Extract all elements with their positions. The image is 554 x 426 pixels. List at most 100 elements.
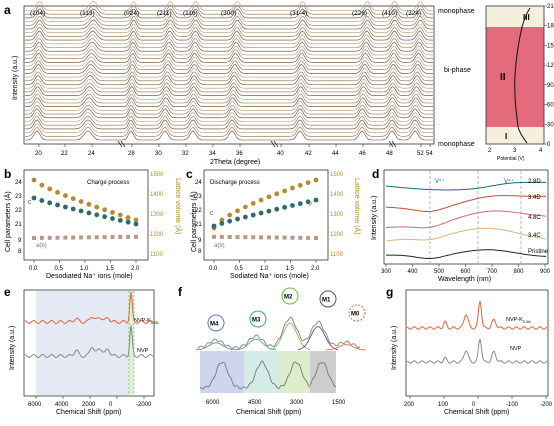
tick-label: 0.5 bbox=[55, 266, 64, 272]
xrd-trace bbox=[25, 86, 433, 96]
tick-label: 180 bbox=[547, 24, 554, 30]
panel-c-y2label: Lattice volume (Å) bbox=[353, 178, 362, 234]
tick-label: 21 bbox=[195, 222, 202, 228]
phase-label-top: monophase bbox=[438, 8, 475, 15]
panel-b-marks bbox=[31, 177, 139, 240]
peak-label: (300) bbox=[221, 10, 236, 17]
panel-a-ylabel: Intensity (a.u.) bbox=[12, 56, 19, 100]
volume-point bbox=[102, 207, 108, 213]
ab-point bbox=[134, 234, 138, 239]
panel-d-traces: 2.8D 3.4D 4.8C 3.4C Pristine bbox=[385, 179, 549, 259]
xrd-trace bbox=[25, 100, 433, 111]
peak-label: (31-4) bbox=[290, 10, 307, 17]
c-point bbox=[219, 221, 225, 226]
xrd-trace bbox=[25, 97, 433, 107]
site-circle bbox=[348, 304, 366, 322]
tick-label: 52 bbox=[417, 151, 424, 157]
volume-point bbox=[125, 215, 131, 220]
panel-a-xticks: 20 22 24 28 30 32 34 36 40 42 44 46 48 52 54 bbox=[35, 144, 433, 157]
ab-point bbox=[126, 234, 131, 239]
panel-e-ticks: 6000 4000 2000 0 -2000 bbox=[28, 396, 152, 408]
tick-label: 4000 bbox=[55, 402, 69, 408]
tick-label: 150 bbox=[547, 43, 554, 49]
panel-g-ticks: 200 100 0 -100 -200 bbox=[404, 396, 553, 408]
panel-f-ticks: 6000 4500 3000 1500 bbox=[206, 400, 346, 406]
tick-label: 48 bbox=[386, 151, 393, 157]
xrd-trace bbox=[25, 93, 433, 104]
panel-d-label: d bbox=[372, 167, 379, 181]
tick-label: 2.0 bbox=[131, 266, 140, 272]
nmr-trace bbox=[309, 362, 337, 388]
volume-point bbox=[47, 186, 53, 192]
tick-label: 24 bbox=[88, 151, 95, 157]
tick-label: -200 bbox=[540, 402, 553, 408]
panel-g-label: g bbox=[386, 285, 393, 299]
xrd-trace bbox=[25, 30, 433, 41]
series-label-ab: a(b) bbox=[36, 243, 47, 249]
panel-b-title: Charge process bbox=[87, 180, 129, 186]
ab-point bbox=[102, 235, 107, 240]
panel-e-label: e bbox=[4, 285, 11, 299]
volume-point bbox=[266, 194, 272, 200]
fit-curve bbox=[297, 326, 339, 350]
tick-label: 20 bbox=[35, 151, 42, 157]
tick-label: 8 bbox=[18, 249, 22, 255]
site-label: M2 bbox=[284, 295, 293, 301]
ab-point bbox=[118, 234, 123, 239]
xrd-trace bbox=[25, 60, 433, 70]
xrd-trace bbox=[25, 19, 433, 30]
volume-point bbox=[242, 204, 248, 210]
c-point bbox=[133, 221, 139, 227]
phase-label-mid: bi-phase bbox=[444, 67, 471, 74]
panel-g-frame bbox=[405, 289, 549, 397]
c-point bbox=[47, 200, 53, 206]
c-point bbox=[70, 206, 76, 212]
tick-label: 22 bbox=[61, 151, 68, 157]
xrd-trace bbox=[25, 119, 433, 130]
xrd-trace bbox=[25, 123, 433, 133]
nmr-trace bbox=[279, 361, 311, 388]
ab-point bbox=[79, 235, 84, 240]
c-point bbox=[39, 198, 45, 203]
c-point bbox=[55, 202, 60, 208]
c-point bbox=[227, 218, 233, 224]
nmr-trace bbox=[406, 300, 548, 330]
phase-label-bottom: monophase bbox=[438, 141, 475, 148]
tick-label: 700 bbox=[487, 269, 498, 275]
uvvis-trace bbox=[385, 181, 546, 191]
xrd-trace bbox=[25, 104, 433, 115]
trace-label-top: NVP-K0.06 bbox=[134, 318, 159, 325]
tick-label: 2.0 bbox=[311, 266, 320, 272]
xrd-trace bbox=[25, 15, 433, 26]
panel-a-frame bbox=[23, 5, 435, 145]
tick-label: 60 bbox=[547, 103, 554, 109]
tick-label: 600 bbox=[461, 269, 472, 275]
c-point bbox=[305, 199, 311, 205]
panel-c-marks bbox=[211, 177, 319, 240]
tick-label: 21 bbox=[15, 222, 22, 228]
panel-c-frame bbox=[203, 169, 329, 261]
volume-point bbox=[94, 204, 100, 210]
trace-label-bottom: NVP bbox=[510, 346, 522, 352]
tick-label: 1.0 bbox=[260, 266, 269, 272]
xrd-trace bbox=[25, 23, 433, 33]
panel-d-ticks: 300 400 500 600 700 800 900 bbox=[381, 264, 551, 275]
volume-point bbox=[31, 177, 37, 183]
xrd-trace bbox=[25, 34, 433, 45]
xrd-trace bbox=[25, 38, 433, 48]
tick-label: 30 bbox=[155, 151, 162, 157]
site-label: M1 bbox=[322, 298, 331, 304]
tick-label: 0.5 bbox=[235, 266, 244, 272]
panel-b-ylabel: Cell parameters (Å) bbox=[3, 191, 12, 252]
volume-point bbox=[219, 217, 225, 223]
potential-inset-yticks: 0 30 60 90 120 150 180 210 bbox=[544, 4, 554, 148]
panel-d-xlabel: Wavelength (nm) bbox=[438, 276, 491, 283]
tick-label: 90 bbox=[547, 83, 554, 89]
tick-label: 23 bbox=[15, 194, 22, 200]
c-point bbox=[102, 214, 108, 220]
peak-label: (116) bbox=[183, 10, 198, 17]
ab-point bbox=[251, 235, 256, 240]
panel-b-y2label: Lattice volume (Å) bbox=[174, 178, 183, 234]
c-point bbox=[125, 219, 131, 225]
panel-a-label: a bbox=[4, 3, 11, 17]
